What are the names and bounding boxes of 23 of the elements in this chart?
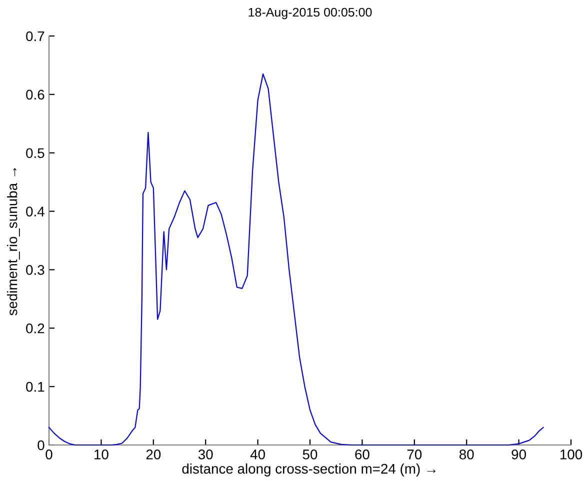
chart-title: 18-Aug-2015 00:05:00 [248, 8, 372, 20]
x-tick-label: 30 [198, 450, 213, 460]
x-tick-label: 50 [302, 450, 318, 460]
x-tick-label: 80 [459, 450, 474, 460]
x-tick-label: 100 [560, 450, 582, 460]
y-tick-label: 0.6 [26, 90, 44, 100]
x-tick-label: 60 [355, 450, 370, 460]
y-tick-label: 0.1 [26, 382, 44, 392]
x-tick-label: 90 [512, 450, 526, 460]
x-tick-label: 10 [94, 450, 108, 460]
y-tick-label: 0.7 [26, 31, 44, 42]
y-tick-label: 0.2 [26, 323, 44, 334]
y-tick-label: 0.4 [26, 206, 44, 216]
x-tick-label: 0 [46, 450, 52, 460]
x-tick-label: 40 [250, 450, 265, 460]
x-tick-label: 70 [407, 450, 422, 460]
line-series [48, 73, 544, 446]
x-tick-label: 20 [146, 450, 161, 460]
y-tick-label: 0.3 [26, 265, 44, 275]
x-axis-title: distance along cross-section m=24 (m) → [182, 464, 436, 476]
y-tick-label: 0 [38, 440, 44, 450]
y-axis-title: sediment_rio_sunuba → [7, 168, 20, 316]
y-tick-label: 0.5 [26, 148, 44, 158]
